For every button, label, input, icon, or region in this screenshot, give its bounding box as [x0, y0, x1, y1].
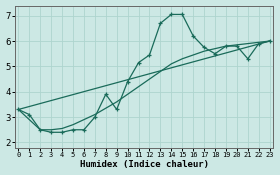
X-axis label: Humidex (Indice chaleur): Humidex (Indice chaleur): [80, 160, 209, 169]
